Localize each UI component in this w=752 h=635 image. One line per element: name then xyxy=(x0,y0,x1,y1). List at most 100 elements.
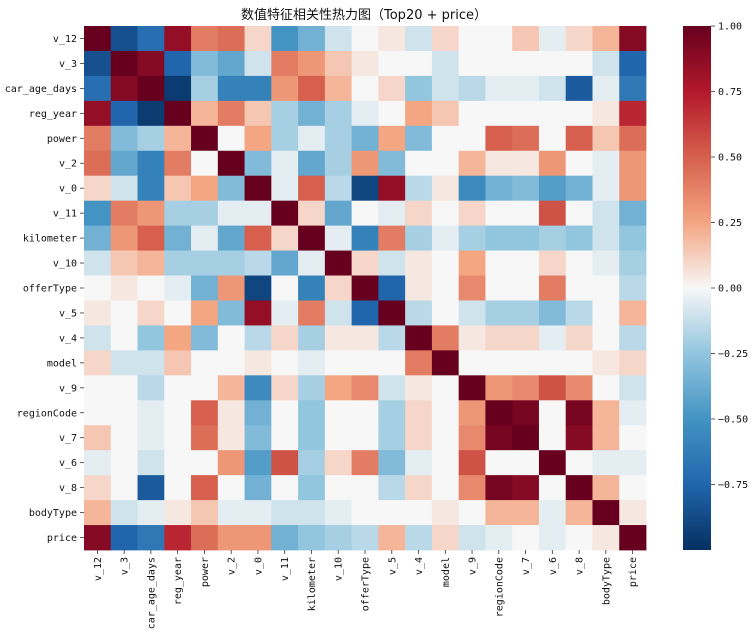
heatmap-cell-regionCode-v_0 xyxy=(244,400,272,426)
heatmap-cell-v_7-car_age_days xyxy=(137,425,165,451)
heatmap-cell-car_age_days-v_5 xyxy=(378,75,406,102)
heatmap-cell-v_10-v_10 xyxy=(324,250,353,276)
heatmap-cell-v_9-v_0 xyxy=(244,375,272,401)
heatmap-cell-reg_year-reg_year xyxy=(164,100,192,127)
heatmap-cell-bodyType-v_11 xyxy=(271,500,299,526)
heatmap-cell-v_10-v_12 xyxy=(84,250,112,276)
heatmap-cell-v_9-v_2 xyxy=(217,375,245,401)
heatmap-cell-v_3-v_7 xyxy=(512,50,540,77)
heatmap-cell-offerType-v_2 xyxy=(217,275,245,301)
heatmap-cell-car_age_days-car_age_days xyxy=(137,75,165,102)
heatmap-cell-v_5-v_3 xyxy=(110,300,138,326)
y-tick-label: v_11 xyxy=(53,209,77,220)
heatmap-cell-bodyType-reg_year xyxy=(164,500,192,526)
heatmap-cell-v_10-v_6 xyxy=(538,250,567,276)
heatmap-cell-v_5-offerType xyxy=(351,300,379,326)
heatmap-cell-v_10-regionCode xyxy=(485,250,513,276)
heatmap-cell-v_10-v_2 xyxy=(217,250,245,276)
heatmap-cell-v_3-car_age_days xyxy=(137,50,165,77)
y-tick-label: model xyxy=(47,358,77,369)
heatmap-cell-v_0-v_9 xyxy=(458,175,486,202)
heatmap-cell-price-v_12 xyxy=(84,525,112,551)
heatmap-cell-bodyType-bodyType xyxy=(592,500,620,526)
x-tick-label: reg_year xyxy=(173,557,184,605)
heatmap-cell-v_12-v_6 xyxy=(538,26,567,52)
heatmap-cell-regionCode-power xyxy=(191,400,219,426)
x-tick-label: v_4 xyxy=(414,557,425,575)
heatmap-cell-power-power xyxy=(191,125,219,152)
heatmap-cell-offerType-car_age_days xyxy=(137,275,165,301)
heatmap-cell-v_9-kilometer xyxy=(298,375,326,401)
heatmap-cell-v_5-v_0 xyxy=(244,300,272,326)
heatmap-cell-v_3-v_6 xyxy=(538,50,567,77)
heatmap-cell-model-power xyxy=(191,350,219,376)
heatmap-cell-car_age_days-regionCode xyxy=(485,75,513,102)
heatmap-cell-reg_year-v_5 xyxy=(378,100,406,127)
heatmap-cell-v_5-car_age_days xyxy=(137,300,165,326)
heatmap-cell-v_5-v_11 xyxy=(271,300,299,326)
heatmap-cell-v_2-v_2 xyxy=(217,150,245,177)
heatmap-cell-v_11-v_10 xyxy=(324,200,353,227)
heatmap-cell-v_6-bodyType xyxy=(592,450,620,476)
heatmap-cell-offerType-v_8 xyxy=(565,275,593,301)
heatmap-cell-price-power xyxy=(191,525,219,551)
heatmap-cell-kilometer-v_5 xyxy=(378,225,406,251)
heatmap-cell-model-v_11 xyxy=(271,350,299,376)
heatmap-cell-regionCode-v_6 xyxy=(538,400,567,426)
heatmap-cell-reg_year-v_3 xyxy=(110,100,138,127)
heatmap-cell-v_6-v_0 xyxy=(244,450,272,476)
x-tick-label: price xyxy=(628,557,639,587)
heatmap-cell-v_8-v_9 xyxy=(458,475,486,501)
x-tick-label: v_12 xyxy=(93,557,104,581)
heatmap-cell-v_11-v_11 xyxy=(271,200,299,227)
heatmap-cell-offerType-bodyType xyxy=(592,275,620,301)
heatmap-cell-v_7-v_7 xyxy=(512,425,540,451)
heatmap-cell-reg_year-regionCode xyxy=(485,100,513,127)
heatmap-cell-v_6-v_11 xyxy=(271,450,299,476)
heatmap-cell-v_11-price xyxy=(619,200,647,227)
heatmap-cell-price-v_6 xyxy=(538,525,567,551)
x-tick-label: v_11 xyxy=(280,557,291,581)
heatmap-cell-power-v_9 xyxy=(458,125,486,152)
heatmap-cell-v_10-v_5 xyxy=(378,250,406,276)
heatmap-cell-model-v_10 xyxy=(324,350,353,376)
heatmap-cell-bodyType-v_2 xyxy=(217,500,245,526)
heatmap-cell-v_2-model xyxy=(431,150,460,177)
heatmap-cell-v_11-regionCode xyxy=(485,200,513,227)
colorbar-tick-label: −0.50 xyxy=(718,415,748,426)
heatmap-cell-v_3-v_3 xyxy=(110,50,138,77)
heatmap-cell-v_5-v_8 xyxy=(565,300,593,326)
heatmap-cell-regionCode-v_12 xyxy=(84,400,112,426)
heatmap-cell-bodyType-model xyxy=(431,500,460,526)
heatmap-cell-v_3-v_11 xyxy=(271,50,299,77)
heatmap-cell-reg_year-offerType xyxy=(351,100,379,127)
heatmap-cell-reg_year-v_12 xyxy=(84,100,112,127)
heatmap-cell-kilometer-v_9 xyxy=(458,225,486,251)
heatmap-cell-price-v_8 xyxy=(565,525,593,551)
heatmap-cell-car_age_days-price xyxy=(619,75,647,102)
heatmap-cell-v_7-offerType xyxy=(351,425,379,451)
heatmap-cell-v_7-v_10 xyxy=(324,425,353,451)
heatmap-cell-v_5-v_4 xyxy=(405,300,433,326)
heatmap-cell-v_11-kilometer xyxy=(298,200,326,227)
heatmap-cell-v_4-v_7 xyxy=(512,325,540,351)
heatmap-cell-v_11-v_7 xyxy=(512,200,540,227)
heatmap-cell-v_8-v_8 xyxy=(565,475,593,501)
heatmap-cell-kilometer-v_0 xyxy=(244,225,272,251)
heatmap-cell-v_4-v_9 xyxy=(458,325,486,351)
heatmap-cell-v_0-v_5 xyxy=(378,175,406,202)
heatmap-cell-price-v_7 xyxy=(512,525,540,551)
heatmap-cell-v_8-model xyxy=(431,475,460,501)
y-tick-label: v_4 xyxy=(59,333,77,344)
heatmap-cell-v_0-price xyxy=(619,175,647,202)
heatmap-cell-offerType-regionCode xyxy=(485,275,513,301)
heatmap-cell-v_6-v_7 xyxy=(512,450,540,476)
heatmap-cell-v_9-offerType xyxy=(351,375,379,401)
heatmap-cell-v_6-v_2 xyxy=(217,450,245,476)
heatmap-cell-v_8-v_5 xyxy=(378,475,406,501)
heatmap-cell-regionCode-v_7 xyxy=(512,400,540,426)
y-tick-label: v_9 xyxy=(59,383,77,394)
y-tick-label: power xyxy=(47,134,77,145)
heatmap-cell-v_7-v_8 xyxy=(565,425,593,451)
